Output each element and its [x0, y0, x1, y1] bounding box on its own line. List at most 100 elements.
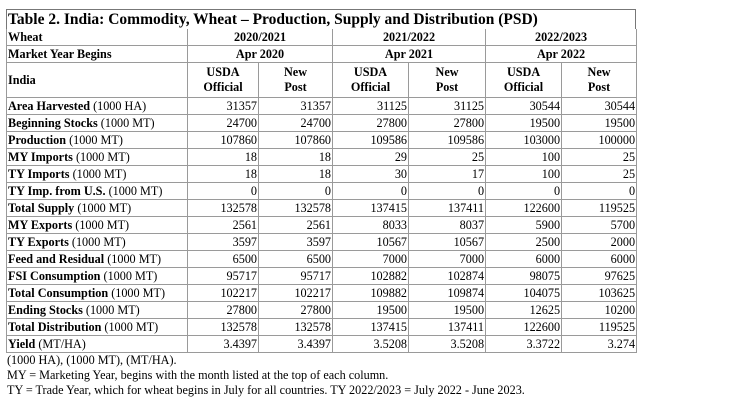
value-cell: 31357: [257, 97, 334, 115]
table-row: TY Imports (1000 MT) 18 18 30 17 100 25: [6, 165, 638, 183]
table-row: MY Imports (1000 MT) 18 18 29 25 100 25: [6, 148, 638, 166]
begins-header-2020: Apr 2020: [186, 45, 334, 63]
value-cell: 122600: [485, 318, 563, 336]
value-cell: 19500: [408, 301, 487, 319]
table-row: Yield (MT/HA) 3.4397 3.4397 3.5208 3.5208 3.3…: [6, 335, 638, 353]
value-cell: 109874: [408, 284, 487, 302]
row-name: TY Exports: [8, 234, 69, 249]
value-cell: 3.4397: [187, 335, 259, 353]
row-label: Total Supply (1000 MT): [6, 199, 188, 217]
row-name: FSI Consumption: [8, 268, 101, 283]
row-name: TY Imp. from U.S.: [8, 183, 106, 198]
value-cell: 17: [408, 165, 487, 183]
value-cell: 107860: [187, 131, 259, 149]
value-cell: 25: [408, 148, 487, 166]
value-cell: 0: [408, 182, 487, 200]
value-cell: 3597: [257, 233, 334, 251]
col-header-usda-official: USDA Official: [485, 62, 563, 98]
value-cell: 31125: [332, 97, 410, 115]
row-name: Yield: [8, 336, 36, 351]
table-row: Total Consumption (1000 MT) 102217 102217 1…: [6, 284, 638, 302]
value-cell: 25: [561, 165, 638, 183]
value-cell: 8037: [408, 216, 487, 234]
header-row-source: India USDA Official New Post USDA Official New…: [6, 62, 638, 98]
row-label: Total Distribution (1000 MT): [6, 318, 188, 336]
row-label: TY Imp. from U.S. (1000 MT): [6, 182, 188, 200]
value-cell: 0: [561, 182, 638, 200]
table-notes: (1000 HA), (1000 MT), (MT/HA). MY = Marke…: [6, 353, 636, 398]
row-label: Yield (MT/HA): [6, 335, 188, 353]
country-label: India: [6, 62, 188, 98]
value-cell: 12625: [485, 301, 563, 319]
value-cell: 24700: [257, 114, 334, 132]
col-header-new-post: New Post: [257, 62, 334, 98]
value-cell: 137411: [408, 199, 487, 217]
table-row: Production (1000 MT) 107860 107860 109586 10…: [6, 131, 638, 149]
begins-header-2021: Apr 2021: [332, 45, 487, 63]
col-header-post: Post: [587, 80, 611, 94]
value-cell: 10200: [561, 301, 638, 319]
header-row-begins: Market Year Begins Apr 2020 Apr 2021 Apr…: [6, 45, 638, 63]
value-cell: 107860: [257, 131, 334, 149]
value-cell: 3.274: [561, 335, 638, 353]
value-cell: 2000: [561, 233, 638, 251]
value-cell: 109586: [408, 131, 487, 149]
row-name: Feed and Residual: [8, 251, 105, 266]
value-cell: 122600: [485, 199, 563, 217]
row-unit: (1000 MT): [101, 319, 159, 334]
value-cell: 0: [332, 182, 410, 200]
row-unit: (1000 MT): [97, 115, 155, 130]
value-cell: 5700: [561, 216, 638, 234]
value-cell: 103000: [485, 131, 563, 149]
table-row: TY Imp. from U.S. (1000 MT) 0 0 0 0 0 0: [6, 182, 638, 200]
value-cell: 137415: [332, 318, 410, 336]
commodity-label: Wheat: [6, 29, 188, 46]
col-header-post: Post: [435, 80, 459, 94]
row-unit: (1000 MT): [69, 166, 127, 181]
value-cell: 29: [332, 148, 410, 166]
table-row: Ending Stocks (1000 MT) 27800 27800 19500 19…: [6, 301, 638, 319]
col-header-official: Official: [503, 80, 544, 94]
value-cell: 3.5208: [408, 335, 487, 353]
value-cell: 27800: [332, 114, 410, 132]
table-row: Area Harvested (1000 HA) 31357 31357 31125 3…: [6, 97, 638, 115]
row-name: TY Imports: [8, 166, 70, 181]
row-label: FSI Consumption (1000 MT): [6, 267, 188, 285]
row-label: Production (1000 MT): [6, 131, 188, 149]
col-header-usda-official: USDA Official: [187, 62, 259, 98]
col-header-post: Post: [284, 80, 307, 94]
row-label: Ending Stocks (1000 MT): [6, 301, 188, 319]
value-cell: 31357: [187, 97, 259, 115]
row-name: Total Consumption: [8, 285, 109, 300]
value-cell: 6500: [257, 250, 334, 268]
value-cell: 102217: [187, 284, 259, 302]
col-header-new-post: New Post: [408, 62, 487, 98]
row-unit: (1000 MT): [68, 234, 126, 249]
value-cell: 6000: [561, 250, 638, 268]
value-cell: 2561: [187, 216, 259, 234]
value-cell: 18: [257, 148, 334, 166]
value-cell: 3.5208: [332, 335, 410, 353]
value-cell: 109586: [332, 131, 410, 149]
row-unit: (MT/HA): [35, 336, 86, 351]
value-cell: 3.3722: [485, 335, 563, 353]
year-header-2022: 2022/2023: [485, 29, 638, 46]
value-cell: 0: [485, 182, 563, 200]
value-cell: 119525: [561, 199, 638, 217]
row-unit: (1000 MT): [105, 183, 163, 198]
col-header-new: New: [284, 65, 308, 79]
value-cell: 119525: [561, 318, 638, 336]
row-label: MY Exports (1000 MT): [6, 216, 188, 234]
row-unit: (1000 MT): [104, 251, 162, 266]
row-unit: (1000 MT): [66, 132, 123, 147]
value-cell: 18: [187, 165, 259, 183]
value-cell: 25: [561, 148, 638, 166]
row-label: TY Imports (1000 MT): [6, 165, 188, 183]
value-cell: 10567: [408, 233, 487, 251]
row-name: MY Exports: [8, 217, 73, 232]
value-cell: 7000: [408, 250, 487, 268]
value-cell: 104075: [485, 284, 563, 302]
value-cell: 95717: [187, 267, 259, 285]
market-year-label: Market Year Begins: [6, 45, 188, 63]
row-unit: (1000 MT): [72, 217, 130, 232]
